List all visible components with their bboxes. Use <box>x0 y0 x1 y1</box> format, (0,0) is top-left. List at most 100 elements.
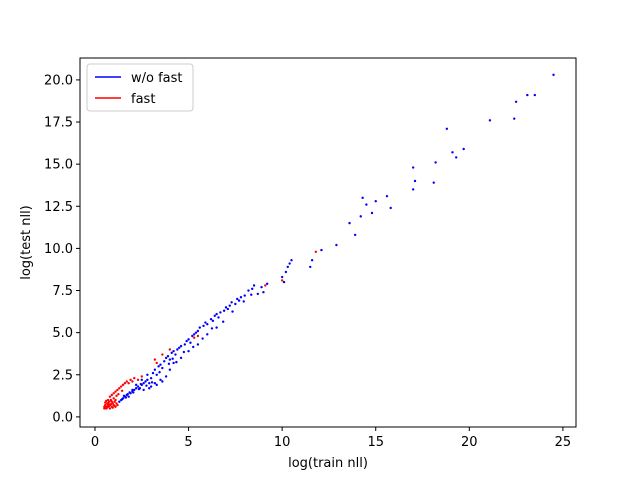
point-w-o-fast-124 <box>118 400 121 403</box>
point-w-o-fast-69 <box>226 307 230 311</box>
y-tick-label: 10.0 <box>44 242 73 257</box>
point-w-o-fast-102 <box>361 196 364 200</box>
point-fast-36 <box>121 383 125 387</box>
point-w-o-fast-16 <box>144 380 147 383</box>
point-fast-24 <box>109 403 113 406</box>
point-w-o-fast-58 <box>202 324 205 328</box>
point-w-o-fast-50 <box>185 339 188 343</box>
point-w-o-fast-53 <box>191 334 194 338</box>
point-fast-15 <box>103 407 106 410</box>
point-fast-59 <box>110 400 113 403</box>
point-w-o-fast-18 <box>148 381 151 385</box>
point-w-o-fast-3 <box>127 395 130 398</box>
point-w-o-fast-29 <box>163 360 166 363</box>
point-w-o-fast-110 <box>413 179 417 183</box>
y-tick-label: 5.0 <box>52 326 73 341</box>
x-tick-label: 20 <box>461 435 478 450</box>
y-tick-label: 7.5 <box>52 284 73 299</box>
point-w-o-fast-98 <box>320 248 323 252</box>
point-w-o-fast-34 <box>168 368 172 371</box>
point-fast-40 <box>129 378 132 382</box>
point-w-o-fast-12 <box>136 385 140 388</box>
point-w-o-fast-17 <box>146 378 149 382</box>
point-fast-33 <box>116 388 119 392</box>
point-fast-22 <box>105 406 109 409</box>
point-fast-46 <box>155 361 158 365</box>
point-w-o-fast-107 <box>389 206 392 210</box>
point-fast-43 <box>136 378 140 382</box>
point-fast-21 <box>114 398 117 402</box>
point-w-o-fast-56 <box>196 329 200 333</box>
point-w-o-fast-21 <box>140 378 143 382</box>
point-fast-54 <box>117 392 120 396</box>
point-w-o-fast-43 <box>170 351 173 355</box>
point-w-o-fast-113 <box>434 161 437 164</box>
point-w-o-fast-68 <box>224 306 228 309</box>
point-fast-34 <box>118 387 121 390</box>
point-fast-18 <box>108 407 112 410</box>
point-fast-39 <box>127 381 130 385</box>
y-tick-label: 20.0 <box>44 73 73 88</box>
point-w-o-fast-70 <box>228 304 231 307</box>
point-fast-26 <box>113 404 116 408</box>
point-w-o-fast-35 <box>142 388 145 392</box>
point-w-o-fast-128 <box>137 387 141 391</box>
point-w-o-fast-41 <box>166 355 170 358</box>
point-w-o-fast-86 <box>187 349 190 353</box>
point-w-o-fast-63 <box>213 314 216 317</box>
x-tick-label: 15 <box>367 435 384 450</box>
point-w-o-fast-138 <box>201 337 204 340</box>
point-fast-25 <box>111 406 114 409</box>
point-w-o-fast-81 <box>260 285 263 289</box>
x-axis-label: log(train nll) <box>288 456 368 471</box>
point-w-o-fast-106 <box>385 194 389 198</box>
point-w-o-fast-54 <box>192 333 196 336</box>
point-fast-32 <box>114 390 117 393</box>
point-w-o-fast-92 <box>284 270 288 274</box>
point-w-o-fast-116 <box>455 156 458 159</box>
point-w-o-fast-115 <box>451 151 454 154</box>
point-w-o-fast-33 <box>164 375 168 378</box>
point-fast-37 <box>123 381 127 385</box>
point-w-o-fast-78 <box>251 287 254 291</box>
point-w-o-fast-24 <box>153 368 157 371</box>
point-w-o-fast-119 <box>513 117 516 120</box>
point-w-o-fast-51 <box>187 338 190 341</box>
point-w-o-fast-20 <box>134 383 138 387</box>
ticks: 0 5 10 15 20 25 0.0 2.5 5.0 7.5 10.0 12.5 15.0 17.5 20… <box>44 73 571 450</box>
point-w-o-fast-76 <box>243 294 246 297</box>
point-w-o-fast-19 <box>149 376 153 380</box>
point-w-o-fast-88 <box>206 333 209 336</box>
point-w-o-fast-105 <box>374 200 377 203</box>
point-fast-49 <box>192 336 196 339</box>
point-fast-56 <box>115 394 118 398</box>
point-w-o-fast-87 <box>196 343 200 346</box>
point-w-o-fast-7 <box>122 394 126 398</box>
point-w-o-fast-84 <box>179 356 183 360</box>
point-w-o-fast-57 <box>198 326 201 329</box>
point-w-o-fast-32 <box>159 378 162 382</box>
point-w-o-fast-47 <box>178 346 181 350</box>
point-w-o-fast-125 <box>120 398 124 401</box>
point-w-o-fast-112 <box>432 181 435 184</box>
point-w-o-fast-73 <box>236 297 239 301</box>
point-w-o-fast-39 <box>131 388 134 392</box>
point-w-o-fast-120 <box>514 100 518 104</box>
point-w-o-fast-129 <box>139 382 143 386</box>
point-fast-28 <box>106 398 110 402</box>
point-w-o-fast-62 <box>211 319 215 323</box>
point-w-o-fast-114 <box>445 127 449 130</box>
point-w-o-fast-104 <box>370 211 374 215</box>
point-w-o-fast-31 <box>153 381 157 385</box>
point-w-o-fast-93 <box>286 265 289 269</box>
point-fast-42 <box>133 376 136 380</box>
x-tick-label: 25 <box>555 435 572 450</box>
y-axis-label: log(test nll) <box>19 205 34 280</box>
point-w-o-fast-126 <box>128 391 131 394</box>
point-w-o-fast-61 <box>209 317 213 321</box>
point-fast-31 <box>112 392 115 395</box>
data-points <box>103 73 555 410</box>
point-fast-55 <box>120 389 124 392</box>
x-tick-label: 5 <box>184 435 192 450</box>
